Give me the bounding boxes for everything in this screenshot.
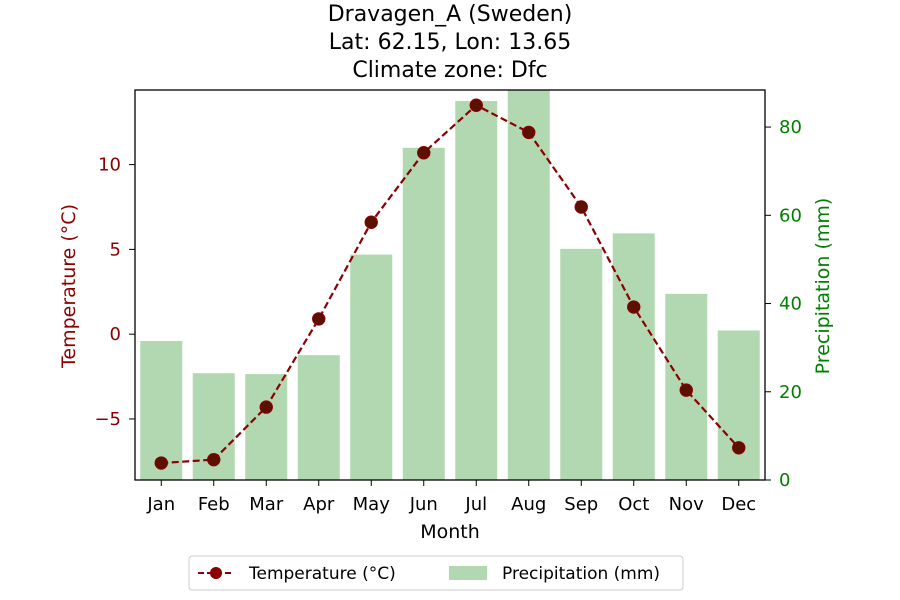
precipitation-bars <box>140 90 760 480</box>
temperature-line <box>154 98 746 470</box>
axes: Jan Feb Mar Apr May Jun Jul Aug Sep Oct Nov Dec −5 0 5… <box>94 117 801 515</box>
x-tick-label-may: May <box>353 494 391 515</box>
precipitation-bar-apr <box>297 355 340 480</box>
chart-title-line-3: Climate zone: Dfc <box>352 58 547 83</box>
y-right-tick-label: 80 <box>779 117 802 138</box>
y-left-tick-label: 5 <box>110 239 121 260</box>
y-right-tick-label: 20 <box>779 382 802 403</box>
precipitation-bar-oct <box>612 233 655 480</box>
temperature-point-mar <box>259 400 273 414</box>
legend-precipitation-label: Precipitation (mm) <box>502 564 660 584</box>
x-tick-label-nov: Nov <box>669 494 704 515</box>
x-tick-label-jul: Jul <box>464 494 487 515</box>
temperature-point-dec <box>732 441 746 455</box>
temperature-point-feb <box>207 452 221 467</box>
temperature-point-apr <box>312 312 326 326</box>
precipitation-bar-mar <box>245 374 288 480</box>
legend-precipitation-swatch <box>449 566 487 580</box>
precipitation-bar-jun <box>402 147 445 480</box>
x-tick-label-feb: Feb <box>198 494 230 515</box>
x-axis-label: Month <box>420 521 480 543</box>
x-tick-label-jun: Jun <box>409 494 438 515</box>
plot-frame <box>134 89 766 481</box>
precipitation-bar-may <box>350 254 393 480</box>
legend-temperature-marker <box>210 567 222 579</box>
precipitation-bar-aug <box>507 90 550 480</box>
x-tick-label-apr: Apr <box>303 494 335 515</box>
y-right-tick-label: 40 <box>779 294 802 315</box>
x-tick-label-jan: Jan <box>146 494 175 515</box>
chart-title-line-1: Dravagen_A (Sweden) <box>328 2 573 27</box>
precipitation-bar-sep <box>560 248 603 480</box>
temperature-line-path <box>161 103 740 465</box>
temperature-point-sep <box>574 200 588 214</box>
temperature-point-may <box>364 215 378 229</box>
y-left-tick-label: 0 <box>110 324 121 345</box>
x-tick-label-sep: Sep <box>564 494 598 515</box>
temperature-point-nov <box>679 383 693 397</box>
y-left-axis-label: Temperature (°C) <box>58 204 80 369</box>
temperature-point-oct <box>627 300 641 314</box>
temperature-point-jan <box>154 456 168 470</box>
x-tick-label-mar: Mar <box>249 494 284 515</box>
x-tick-label-oct: Oct <box>618 494 649 515</box>
y-right-tick-label: 0 <box>779 470 790 491</box>
x-tick-label-aug: Aug <box>511 494 546 515</box>
legend: Temperature (°C) Precipitation (mm) <box>188 555 684 591</box>
y-right-axis-label: Precipitation (mm) <box>812 198 834 375</box>
chart-title-line-2: Lat: 62.15, Lon: 13.65 <box>329 30 571 55</box>
temperature-point-jun <box>417 146 431 160</box>
precipitation-bar-jul <box>455 101 498 480</box>
x-tick-label-dec: Dec <box>721 494 756 515</box>
temperature-point-jul <box>469 98 483 112</box>
legend-box <box>188 555 684 591</box>
y-left-tick-label: −5 <box>94 409 121 430</box>
legend-temperature-label: Temperature (°C) <box>248 564 396 584</box>
precipitation-bar-dec <box>717 330 760 480</box>
y-right-tick-label: 60 <box>779 205 802 226</box>
temperature-point-aug <box>522 125 536 140</box>
y-left-tick-label: 10 <box>98 155 121 176</box>
